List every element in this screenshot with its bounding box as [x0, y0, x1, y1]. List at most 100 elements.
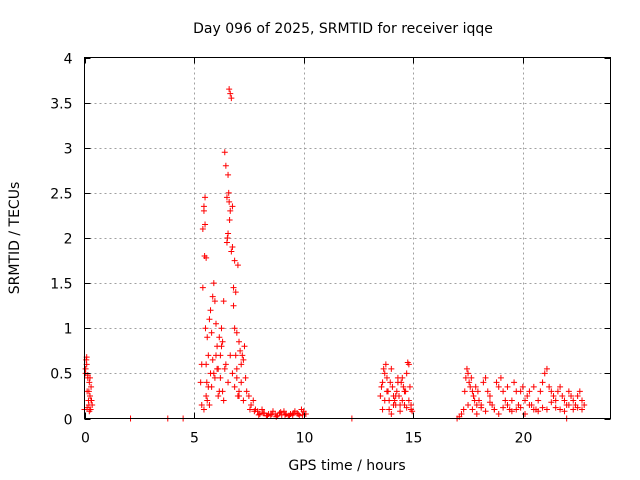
data-point: [579, 397, 586, 404]
data-point: [379, 379, 386, 386]
data-point: [388, 410, 395, 417]
data-point: [478, 404, 485, 411]
data-point: [84, 404, 91, 411]
data-point: [233, 374, 240, 381]
data-point: [199, 225, 206, 232]
data-point: [561, 408, 568, 415]
data-point: [482, 374, 489, 381]
data-point: [234, 262, 241, 269]
data-point: [227, 90, 234, 97]
data-point: [469, 388, 476, 395]
data-point: [199, 284, 206, 291]
data-point: [526, 388, 533, 395]
data-point: [391, 397, 398, 404]
data-point: [256, 410, 263, 417]
data-point: [557, 406, 564, 413]
data-point: [209, 293, 216, 300]
data-point: [383, 374, 390, 381]
data-point: [574, 404, 581, 411]
data-point: [535, 397, 542, 404]
data-point: [240, 397, 247, 404]
data-point: [206, 401, 213, 408]
data-point: [219, 338, 226, 345]
data-point: [390, 401, 397, 408]
data-point: [216, 388, 223, 395]
data-point: [565, 401, 572, 408]
data-point: [220, 298, 227, 305]
data-point: [233, 365, 240, 372]
data-point: [240, 356, 247, 363]
data-point: [497, 374, 504, 381]
data-point: [206, 316, 213, 323]
x-tick-label: 20: [515, 431, 533, 447]
data-point: [405, 361, 412, 368]
data-point: [386, 406, 393, 413]
data-point: [548, 388, 555, 395]
data-point: [465, 401, 472, 408]
data-point: [495, 410, 502, 417]
x-tick-labels: 0 5 10 15 20: [81, 431, 532, 447]
data-point: [465, 370, 472, 377]
data-point: [480, 379, 487, 386]
data-point: [405, 397, 412, 404]
data-point: [559, 392, 566, 399]
data-point: [260, 410, 267, 417]
y-tick-label: 3.5: [50, 97, 72, 113]
data-point: [408, 406, 415, 413]
data-point: [530, 383, 537, 390]
data-point: [202, 194, 209, 201]
data-point: [221, 149, 228, 156]
data-point: [403, 404, 410, 411]
data-point: [86, 374, 93, 381]
chart-title: Day 096 of 2025, SRMTID for receiver iqq…: [193, 21, 493, 37]
data-point: [267, 411, 274, 418]
data-point: [232, 352, 239, 359]
data-point: [535, 408, 542, 415]
data-point: [89, 401, 96, 408]
data-point: [508, 408, 515, 415]
data-point: [387, 379, 394, 386]
data-point: [214, 365, 221, 372]
data-point: [239, 352, 246, 359]
data-point: [552, 397, 559, 404]
data-point: [550, 392, 557, 399]
data-point: [399, 374, 406, 381]
data-point: [466, 379, 473, 386]
data-point: [200, 406, 207, 413]
data-point: [243, 388, 250, 395]
data-point: [381, 370, 388, 377]
data-point: [517, 388, 524, 395]
data-point: [473, 410, 480, 417]
data-point: [221, 365, 228, 372]
data-point: [203, 379, 210, 386]
data-point: [268, 410, 275, 417]
data-point: [202, 221, 209, 228]
data-point: [399, 397, 406, 404]
data-point: [225, 230, 232, 237]
data-point: [401, 388, 408, 395]
data-point: [508, 397, 515, 404]
data-point: [574, 392, 581, 399]
data-point: [259, 406, 266, 413]
data-point: [379, 406, 386, 413]
data-point: [568, 392, 575, 399]
data-point: [227, 352, 234, 359]
data-point: [207, 370, 214, 377]
data-point: [579, 406, 586, 413]
data-point: [222, 361, 229, 368]
data-point: [236, 392, 243, 399]
data-point: [467, 383, 474, 390]
x-tick-label: 15: [405, 431, 423, 447]
y-tick-label: 3: [64, 142, 73, 158]
data-point: [231, 325, 238, 332]
plot-frame: [84, 57, 611, 419]
data-point: [222, 162, 229, 169]
data-point: [205, 383, 212, 390]
data-point: [495, 383, 502, 390]
data-point: [282, 411, 289, 418]
data-point: [500, 404, 507, 411]
y-tick-label: 0: [64, 413, 73, 429]
data-point: [226, 216, 233, 223]
data-point: [220, 397, 227, 404]
